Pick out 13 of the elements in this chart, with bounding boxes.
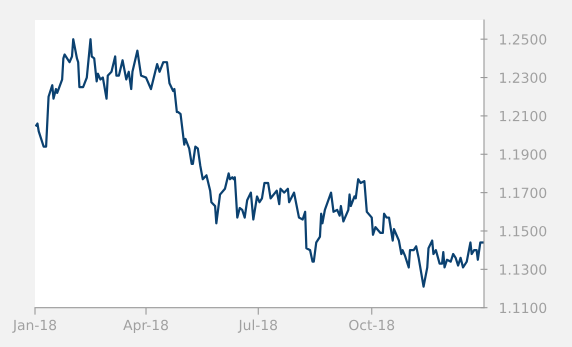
x-tick-label: Apr-18 xyxy=(123,320,168,333)
y-tick-label: 1.2100 xyxy=(500,110,546,122)
y-tick-label: 1.2500 xyxy=(500,34,546,45)
y-tick-label: 1.1100 xyxy=(500,302,546,314)
x-tick-label: Jan-18 xyxy=(12,320,56,333)
x-tick-label: Oct-18 xyxy=(349,320,394,330)
line-series xyxy=(35,38,484,288)
y-tick-label: 1.1300 xyxy=(500,264,546,275)
y-tick-label: 1.1700 xyxy=(500,188,546,198)
y-tick-label: 1.1500 xyxy=(500,226,546,236)
y-tick-label: 1.2300 xyxy=(500,72,546,84)
y-tick-label: 1.1900 xyxy=(500,149,546,160)
x-tick-label: Jul-18 xyxy=(238,320,278,333)
